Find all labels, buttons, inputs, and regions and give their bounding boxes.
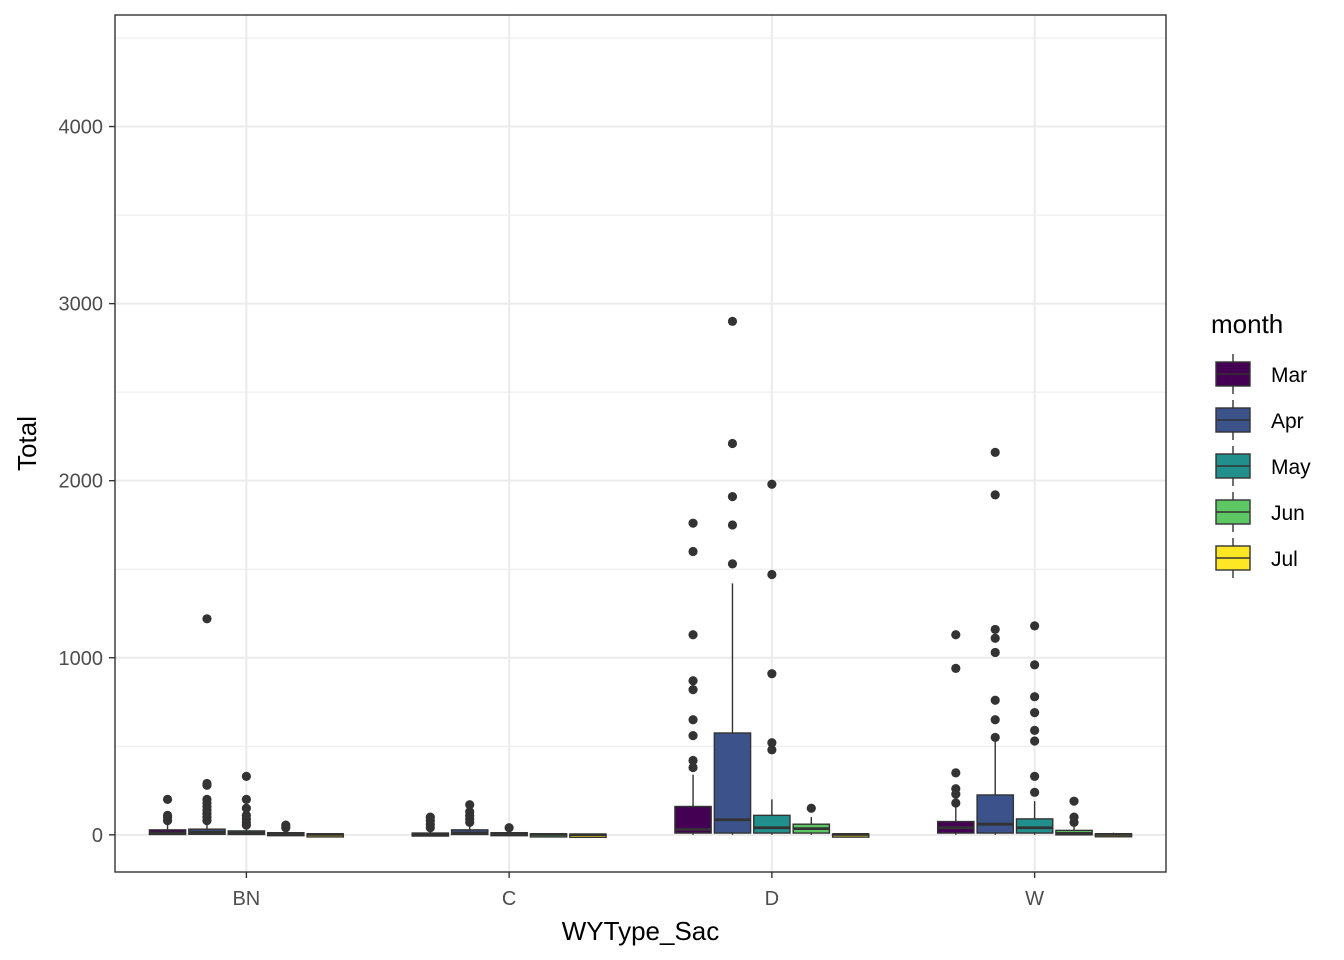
box-iqr — [1016, 819, 1052, 833]
box-jul-w — [1095, 833, 1131, 837]
y-tick-label: 1000 — [59, 648, 104, 670]
outlier-point — [426, 813, 435, 822]
outlier-point — [688, 547, 697, 556]
outlier-point — [951, 630, 960, 639]
outlier-point — [1030, 726, 1039, 735]
outlier-point — [163, 811, 172, 820]
box-jul-d — [833, 833, 869, 837]
legend-label: Apr — [1271, 410, 1304, 433]
outlier-point — [951, 768, 960, 777]
box-iqr — [754, 815, 790, 833]
outlier-point — [991, 625, 1000, 634]
outlier-point — [202, 614, 211, 623]
outlier-point — [728, 439, 737, 448]
outlier-point — [688, 630, 697, 639]
outlier-point — [688, 676, 697, 685]
outlier-point — [1030, 788, 1039, 797]
legend-label: Mar — [1271, 364, 1307, 387]
outlier-point — [807, 804, 816, 813]
outlier-point — [767, 480, 776, 489]
x-tick-label: BN — [232, 888, 260, 910]
x-tick-label: D — [765, 888, 779, 910]
outlier-point — [242, 795, 251, 804]
outlier-point — [991, 648, 1000, 657]
outlier-point — [1069, 797, 1078, 806]
outlier-point — [951, 798, 960, 807]
outlier-point — [728, 492, 737, 501]
outlier-point — [991, 448, 1000, 457]
outlier-point — [242, 772, 251, 781]
outlier-point — [991, 733, 1000, 742]
outlier-point — [688, 685, 697, 694]
outlier-point — [688, 715, 697, 724]
x-axis-title: WYType_Sac — [562, 916, 720, 946]
box-iqr — [977, 795, 1013, 833]
outlier-point — [242, 804, 251, 813]
outlier-point — [505, 823, 514, 832]
legend-label: May — [1271, 456, 1311, 479]
box-jul-bn — [307, 833, 343, 837]
outlier-point — [767, 669, 776, 678]
legend-label: Jul — [1271, 548, 1298, 571]
y-tick-label: 0 — [92, 825, 103, 847]
outlier-point — [728, 559, 737, 568]
outlier-point — [951, 784, 960, 793]
legend-title: month — [1211, 309, 1283, 339]
box-jun-c — [530, 833, 566, 837]
outlier-point — [1030, 736, 1039, 745]
outlier-point — [688, 731, 697, 740]
outlier-point — [991, 634, 1000, 643]
box-jul-c — [570, 834, 606, 838]
outlier-point — [728, 520, 737, 529]
legend-label: Jun — [1271, 502, 1305, 525]
outlier-point — [163, 795, 172, 804]
y-axis-title: Total — [12, 416, 42, 471]
outlier-point — [991, 490, 1000, 499]
outlier-point — [1030, 708, 1039, 717]
outlier-point — [688, 519, 697, 528]
y-tick-label: 3000 — [59, 294, 104, 316]
outlier-point — [281, 820, 290, 829]
outlier-point — [991, 696, 1000, 705]
outlier-point — [465, 800, 474, 809]
outlier-point — [1030, 621, 1039, 630]
box-iqr — [714, 733, 750, 833]
outlier-point — [1030, 692, 1039, 701]
y-tick-label: 4000 — [59, 117, 104, 139]
outlier-point — [951, 664, 960, 673]
outlier-point — [991, 715, 1000, 724]
outlier-point — [1069, 813, 1078, 822]
outlier-point — [1030, 772, 1039, 781]
outlier-point — [1030, 660, 1039, 669]
outlier-point — [767, 570, 776, 579]
y-tick-label: 2000 — [59, 471, 104, 493]
x-tick-label: C — [502, 888, 516, 910]
outlier-point — [688, 756, 697, 765]
outlier-point — [202, 795, 211, 804]
x-tick-label: W — [1025, 888, 1044, 910]
outlier-point — [728, 317, 737, 326]
outlier-point — [767, 738, 776, 747]
outlier-point — [202, 779, 211, 788]
